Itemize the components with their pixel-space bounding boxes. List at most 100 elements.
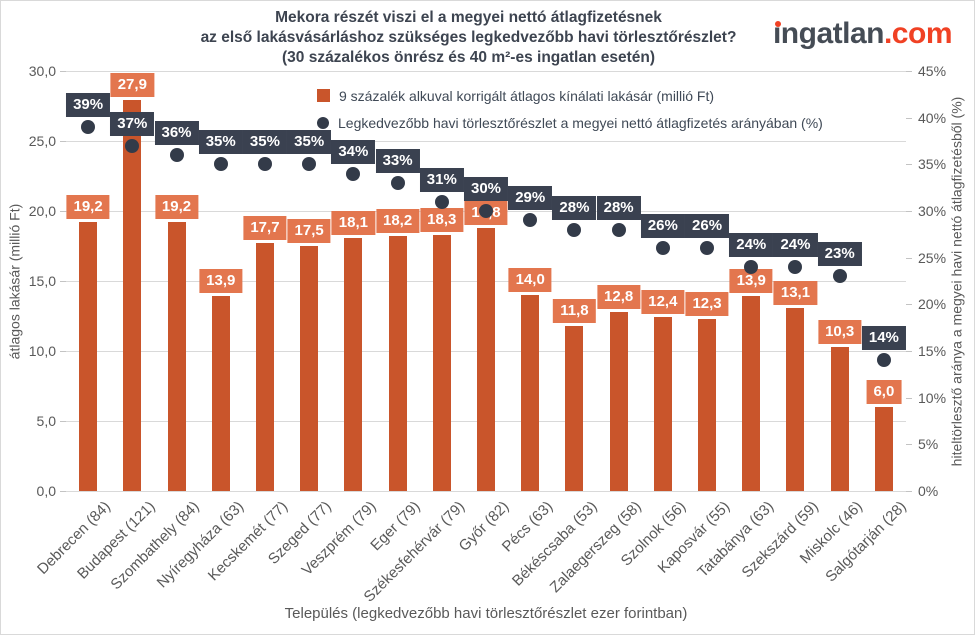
chart-title-line1: Mekora részét viszi el a megyei nettó át… bbox=[275, 9, 662, 26]
dot-value-label: 29% bbox=[508, 186, 553, 211]
gridline bbox=[66, 491, 906, 492]
bar-value-label: 13,9 bbox=[199, 269, 243, 294]
legend-label-dot-series: Legkedvezőbb havi törlesztőrészlet a meg… bbox=[338, 114, 823, 131]
bar bbox=[477, 227, 495, 491]
left-axis-tick bbox=[60, 141, 66, 142]
dot-value-label: 37% bbox=[110, 111, 155, 136]
dot-series-marker-icon bbox=[317, 116, 329, 129]
dot-value-label: 34% bbox=[331, 139, 376, 164]
x-axis-title: Település (legkedvezőbb havi törlesztőré… bbox=[284, 605, 688, 622]
dot-value-label: 30% bbox=[463, 177, 509, 201]
bar bbox=[874, 407, 893, 491]
left-axis-tick bbox=[60, 281, 66, 282]
scatter-dot bbox=[700, 241, 715, 256]
right-axis-tick bbox=[906, 257, 912, 259]
bar-value-label: 17,7 bbox=[243, 216, 287, 241]
left-axis-tick-label: 5,0 bbox=[36, 413, 56, 429]
bar bbox=[388, 236, 407, 491]
bar-value-label: 27,9 bbox=[110, 73, 154, 98]
bar-value-label: 10,3 bbox=[818, 319, 862, 344]
bar-value-label: 6,0 bbox=[866, 380, 902, 404]
legend: 9 százalék alkuval korrigált átlagos kín… bbox=[317, 82, 823, 136]
left-axis-tick-label: 10,0 bbox=[28, 343, 56, 359]
dot-value-label: 23% bbox=[817, 242, 862, 267]
dot-value-label: 36% bbox=[154, 121, 199, 145]
bar-value-label: 18,2 bbox=[375, 209, 420, 234]
dot-value-label: 35% bbox=[242, 130, 287, 155]
chart-title-line2: az első lakásvásárláshoz szükséges legke… bbox=[200, 29, 737, 46]
x-tick-label: Salgótarján (28) bbox=[822, 498, 910, 586]
bar-value-label: 12,4 bbox=[641, 290, 685, 315]
bar bbox=[653, 317, 672, 491]
right-axis-tick-label: 10% bbox=[918, 389, 947, 406]
gridline bbox=[66, 141, 906, 142]
dot-value-label: 35% bbox=[198, 130, 243, 155]
scatter-dot bbox=[213, 157, 228, 172]
logo-name-text: ıngatlan bbox=[772, 17, 885, 50]
dot-value-label: 33% bbox=[375, 149, 420, 173]
left-axis-tick-label: 0,0 bbox=[36, 483, 56, 499]
right-axis-tick-label: 5% bbox=[918, 436, 939, 453]
logo-text-main: ıngatlan bbox=[772, 17, 885, 51]
bar bbox=[167, 222, 186, 491]
right-axis-tick-label: 35% bbox=[918, 156, 947, 173]
right-axis-tick-label: 45% bbox=[918, 63, 947, 79]
logo-text-tld: .com bbox=[883, 17, 953, 50]
x-tick-label: Budapest (121) bbox=[73, 498, 159, 583]
right-axis-tick-label: 0% bbox=[918, 483, 939, 499]
scatter-dot bbox=[567, 222, 582, 237]
dot-value-label: 14% bbox=[861, 326, 906, 351]
dot-value-label: 39% bbox=[66, 93, 111, 117]
left-axis-tick bbox=[60, 351, 66, 352]
right-axis-tick-label: 25% bbox=[918, 249, 947, 266]
right-axis-tick-label: 20% bbox=[918, 296, 947, 313]
dot-value-label: 28% bbox=[596, 195, 641, 220]
left-axis-tick bbox=[60, 71, 66, 72]
right-axis-tick bbox=[906, 211, 912, 212]
dot-value-label: 31% bbox=[419, 167, 464, 192]
bar-value-label: 12,3 bbox=[685, 291, 729, 316]
bar bbox=[344, 237, 363, 491]
chart-title: Mekora részét viszi el a megyei nettó át… bbox=[1, 8, 936, 68]
scatter-dot bbox=[125, 138, 140, 153]
bar-value-label: 13,1 bbox=[773, 280, 818, 305]
left-axis-tick-label: 25,0 bbox=[28, 133, 56, 149]
scatter-dot bbox=[169, 148, 184, 162]
dot-value-label: 26% bbox=[685, 214, 730, 239]
bar bbox=[742, 296, 761, 491]
bar-value-label: 11,8 bbox=[553, 298, 596, 323]
bar-value-label: 19,2 bbox=[154, 195, 199, 220]
chart-title-line3: (30 százalékos önrész és 40 m²-es ingatl… bbox=[281, 49, 656, 66]
scatter-dot bbox=[523, 213, 538, 228]
right-axis-tick bbox=[906, 444, 912, 446]
scatter-dot bbox=[655, 241, 670, 256]
left-axis-tick-label: 20,0 bbox=[28, 203, 56, 219]
left-axis-tick bbox=[60, 491, 66, 492]
bar-series-marker-icon bbox=[317, 89, 330, 102]
bar bbox=[300, 246, 319, 491]
right-axis-tick bbox=[906, 164, 912, 166]
right-axis-tick bbox=[906, 397, 912, 399]
bar bbox=[255, 243, 274, 491]
bar bbox=[432, 234, 451, 491]
right-axis-tick bbox=[906, 71, 912, 72]
bar-value-label: 12,8 bbox=[597, 284, 641, 309]
dot-value-label: 35% bbox=[287, 130, 332, 155]
bar-value-label: 17,5 bbox=[287, 219, 331, 243]
bar bbox=[521, 295, 540, 491]
right-axis-tick bbox=[906, 117, 912, 119]
bar-value-label: 14,0 bbox=[508, 268, 552, 292]
dot-value-label: 26% bbox=[640, 214, 685, 239]
left-axis-tick-label: 30,0 bbox=[28, 63, 56, 79]
scatter-dot bbox=[434, 194, 449, 209]
bar-value-label: 18,3 bbox=[420, 207, 464, 232]
left-axis-tick-label: 15,0 bbox=[28, 273, 56, 289]
scatter-dot bbox=[479, 204, 493, 218]
bar bbox=[786, 307, 805, 491]
ingatlan-logo: ıngatlan.com bbox=[772, 17, 953, 51]
bar bbox=[79, 222, 98, 491]
left-axis-tick bbox=[60, 421, 66, 422]
scatter-dot bbox=[788, 260, 803, 274]
